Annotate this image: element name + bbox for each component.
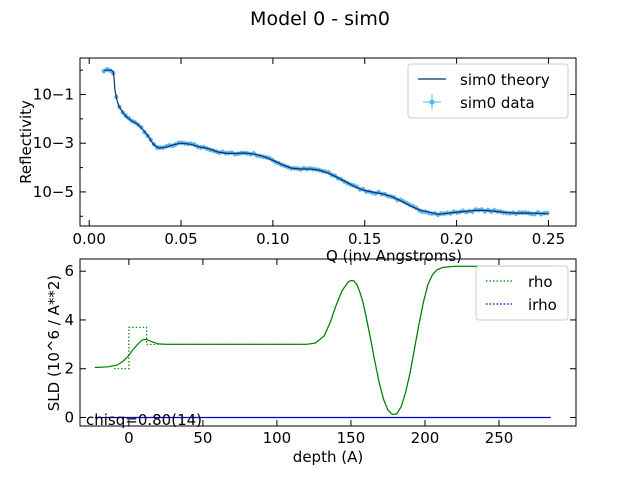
sld-x-axis-label: depth (A) — [293, 448, 363, 466]
legend-label-data: sim0 data — [460, 94, 535, 112]
reflectivity-x-axis-label: Q (inv Angstroms) — [326, 247, 462, 265]
x-tick-label: 100 — [263, 429, 292, 447]
reflectivity-chart: 0.00 0.05 0.10 0.15 0.20 0.25 10−5 10−3 10−1 Q (… — [17, 57, 577, 265]
legend-box — [407, 63, 569, 119]
sld-axes-frame — [79, 258, 577, 427]
x-tick-label: 150 — [337, 429, 366, 447]
reflectivity-ticks: 0.00 0.05 0.10 0.15 0.20 0.25 10−5 10−3 10−1 — [33, 58, 576, 248]
legend-label-theory: sim0 theory — [460, 71, 550, 89]
rho-smooth-line — [94, 265, 551, 416]
sld-y-axis-label: SLD (10^6 / A**2) — [45, 275, 63, 412]
y-tick-label: 4 — [64, 311, 74, 329]
legend-label-rho: rho — [528, 273, 553, 291]
legend-swatch-data — [423, 94, 441, 110]
sld-legend: rho irho — [475, 265, 569, 321]
theory-line — [103, 69, 549, 215]
legend-box — [475, 265, 569, 321]
y-tick-label: 2 — [64, 360, 74, 378]
x-tick-label: 200 — [411, 429, 440, 447]
x-tick-label: 0.25 — [532, 230, 565, 248]
x-tick-label: 0.05 — [164, 230, 197, 248]
y-tick-label: 10−1 — [33, 86, 74, 104]
reflectivity-legend: sim0 theory sim0 data — [407, 63, 569, 119]
reflectivity-plot-area — [101, 66, 550, 218]
x-tick-label: 0 — [124, 429, 134, 447]
legend-label-irho: irho — [528, 296, 557, 314]
y-tick-label: 0 — [64, 408, 74, 426]
sld-ticks: 0 50 100 150 200 250 0 2 4 6 — [64, 259, 576, 447]
figure-title: Model 0 - sim0 — [250, 8, 390, 30]
y-tick-label: 10−5 — [33, 183, 74, 201]
y-tick-label: 6 — [64, 262, 74, 280]
x-tick-label: 0.20 — [440, 230, 473, 248]
rho-step-line — [114, 265, 551, 416]
reflectivity-y-axis-label: Reflectivity — [17, 100, 35, 184]
x-tick-label: 0.00 — [72, 230, 105, 248]
x-tick-label: 0.15 — [348, 230, 381, 248]
x-tick-label: 50 — [193, 429, 212, 447]
y-tick-label: 10−3 — [33, 134, 74, 152]
x-tick-label: 250 — [485, 429, 514, 447]
sld-profile-chart: 0 50 100 150 200 250 0 2 4 6 depth (A) SLD (10^6 … — [45, 258, 577, 466]
reflectivity-axes-frame — [79, 57, 577, 227]
chisq-annotation: chisq=0.80(14) — [86, 411, 202, 429]
x-tick-label: 0.10 — [256, 230, 289, 248]
sld-plot-area — [94, 265, 551, 419]
